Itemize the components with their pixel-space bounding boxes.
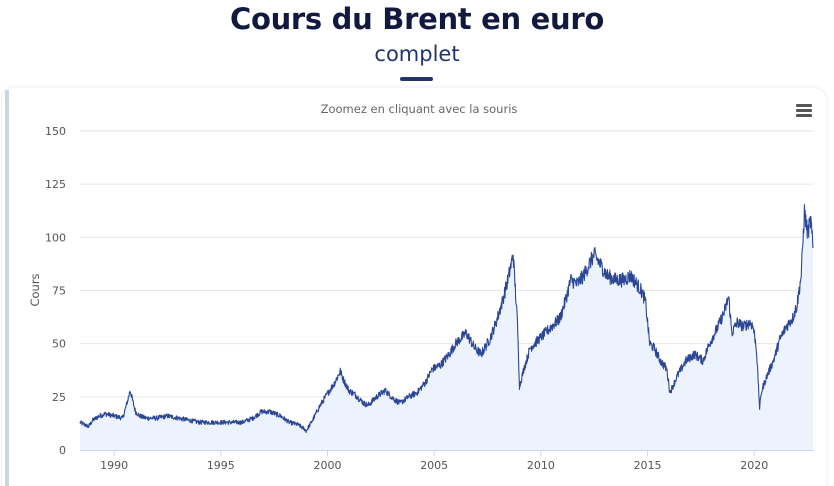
title-underline xyxy=(400,77,433,81)
y-tick-label: 25 xyxy=(52,391,66,404)
x-tick-label: 1995 xyxy=(207,459,235,472)
y-tick-label: 0 xyxy=(59,444,66,457)
y-axis-ticks: 0 25 50 75 100 125 150 xyxy=(45,125,66,457)
y-tick-label: 100 xyxy=(45,231,66,244)
x-tick-label: 2005 xyxy=(420,459,448,472)
y-axis-title: Cours xyxy=(28,273,42,306)
y-tick-label: 75 xyxy=(52,285,66,298)
y-tick-label: 50 xyxy=(52,338,66,351)
x-tick-label: 2000 xyxy=(314,459,342,472)
x-tick-label: 2015 xyxy=(634,459,662,472)
series-line[interactable] xyxy=(79,204,814,434)
x-tick-label: 2010 xyxy=(527,459,555,472)
chart-subtitle: Zoomez en cliquant avec la souris xyxy=(321,102,518,116)
hamburger-menu-icon-bar-2 xyxy=(796,109,812,112)
chart-menu-button[interactable] xyxy=(794,102,814,120)
page-subtitle: complet xyxy=(374,42,460,66)
page-title: Cours du Brent en euro xyxy=(229,2,605,36)
x-tick-label: 1990 xyxy=(100,459,128,472)
x-axis-ticks: 1990 1995 2000 2005 2010 2015 2020 xyxy=(100,450,768,472)
y-tick-label: 125 xyxy=(45,178,66,191)
y-tick-label: 150 xyxy=(45,125,66,138)
x-tick-label: 2020 xyxy=(740,459,768,472)
hamburger-menu-icon-bar-3 xyxy=(796,114,812,117)
card-accent-bar xyxy=(5,90,9,486)
hamburger-menu-icon xyxy=(796,104,812,107)
series-area xyxy=(80,204,813,450)
